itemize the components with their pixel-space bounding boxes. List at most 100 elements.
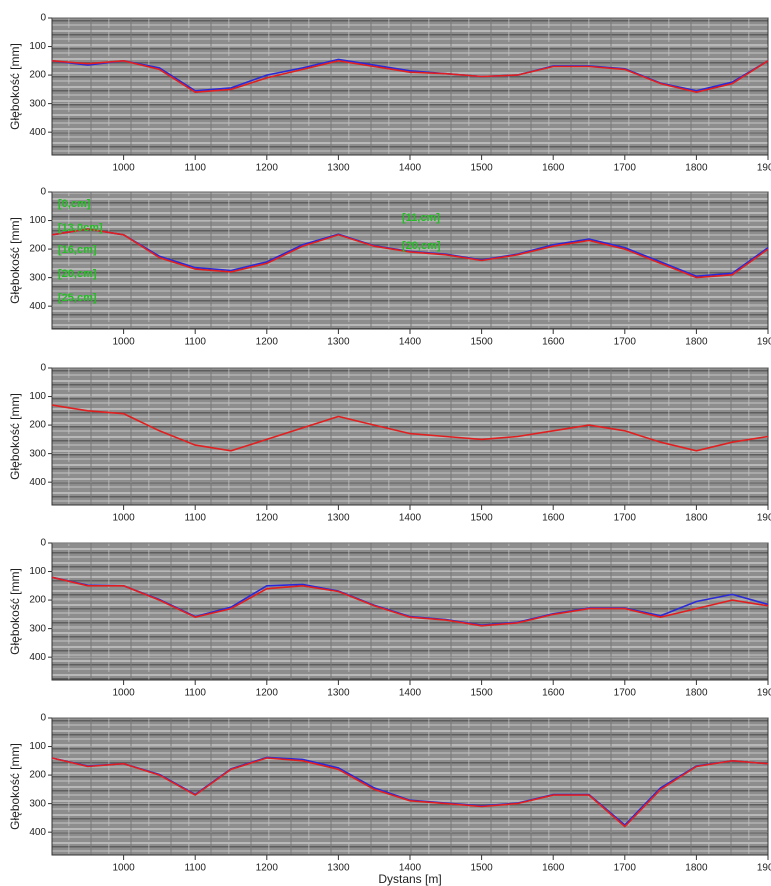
y-tick-label: 0 (40, 538, 46, 549)
y-tick-label: 100 (29, 741, 46, 752)
x-tick-label: 1300 (327, 513, 350, 524)
x-tick-label: 1600 (542, 863, 565, 874)
x-tick-label: 1000 (112, 863, 135, 874)
y-tick-label: 200 (29, 244, 46, 255)
x-tick-label: 1900 (757, 337, 771, 348)
y-tick-label: 300 (29, 798, 46, 809)
depth-line (51, 228, 769, 279)
annotation: [0,cm] (58, 198, 91, 210)
x-axis: 1000 1100 1200 1300 1400 1500 1600 1700 1800 1900 (112, 680, 771, 699)
x-tick-label: 1000 (112, 688, 135, 699)
x-tick-label: 1200 (256, 337, 279, 348)
y-tick-label: 0 (40, 187, 46, 198)
annotation: [25,cm] (58, 292, 97, 304)
x-tick-label: 1300 (327, 337, 350, 348)
x-tick-label: 1800 (685, 337, 708, 348)
x-tick-label: 1800 (685, 163, 708, 174)
x-tick-label: 1700 (614, 688, 637, 699)
x-tick-label: 1300 (327, 163, 350, 174)
x-tick-label: 1400 (399, 163, 422, 174)
y-tick-label: 0 (40, 13, 46, 24)
x-tick-label: 1900 (757, 513, 771, 524)
x-tick-label: 1500 (470, 163, 493, 174)
x-tick-label: 1600 (542, 513, 565, 524)
x-tick-label: 1400 (399, 513, 422, 524)
x-axis-label: Dystans [m] (378, 872, 441, 886)
x-tick-label: 1600 (542, 163, 565, 174)
x-tick-label: 1200 (256, 863, 279, 874)
x-tick-label: 1700 (614, 163, 637, 174)
y-tick-label: 100 (29, 41, 46, 52)
x-tick-label: 1100 (184, 513, 206, 524)
depth-line (51, 757, 769, 828)
y-tick-label: 300 (29, 272, 46, 283)
x-tick-label: 1100 (184, 863, 206, 874)
x-axis: 1000 1100 1200 1300 1400 1500 1600 1700 1800 1900 (112, 855, 771, 874)
x-tick-label: 1600 (542, 337, 565, 348)
y-tick-label: 400 (29, 301, 46, 312)
x-tick-label: 1200 (256, 163, 279, 174)
y-axis-label: Głębokość [mm] (8, 568, 22, 655)
x-tick-label: 1900 (757, 863, 771, 874)
depth-line (51, 59, 769, 94)
panel: 0 100 200 300 400 1000 1100 1200 1300 1400 1500 160… (8, 187, 771, 348)
x-tick-label: 1800 (685, 513, 708, 524)
radargram (51, 717, 769, 856)
panel: 0 100 200 300 400 1000 1100 1200 1300 1400 1500 160… (8, 13, 771, 174)
x-tick-label: 1200 (256, 688, 279, 699)
x-tick-label: 1500 (470, 863, 493, 874)
x-tick-label: 1000 (112, 163, 135, 174)
y-tick-label: 0 (40, 363, 46, 374)
x-tick-label: 1200 (256, 513, 279, 524)
x-tick-label: 1800 (685, 863, 708, 874)
panel: 0 100 200 300 400 1000 1100 1200 1300 1400 1500 160… (8, 363, 771, 524)
y-tick-label: 0 (40, 713, 46, 724)
y-axis-label: Głębokość [mm] (8, 43, 22, 130)
x-axis: 1000 1100 1200 1300 1400 1500 1600 1700 1800 1900 (112, 155, 771, 174)
x-tick-label: 1100 (184, 337, 206, 348)
y-tick-label: 100 (29, 566, 46, 577)
x-tick-label: 1400 (399, 688, 422, 699)
y-tick-label: 400 (29, 827, 46, 838)
y-tick-label: 400 (29, 652, 46, 663)
y-tick-label: 200 (29, 595, 46, 606)
x-tick-label: 1300 (327, 688, 350, 699)
annotation: [11,cm] (402, 212, 440, 224)
radargram (51, 542, 769, 681)
x-tick-label: 1700 (614, 337, 637, 348)
x-tick-label: 1000 (112, 337, 135, 348)
y-tick-label: 400 (29, 127, 46, 138)
x-tick-label: 1100 (184, 688, 206, 699)
x-tick-label: 1800 (685, 688, 708, 699)
x-axis: 1000 1100 1200 1300 1400 1500 1600 1700 1800 1900 (112, 505, 771, 524)
y-axis-label: Głębokość [mm] (8, 393, 22, 480)
radargram (51, 17, 769, 156)
x-tick-label: 1500 (470, 337, 493, 348)
panel: 0 100 200 300 400 1000 1100 1200 1300 1400 1500 160… (8, 538, 771, 699)
x-axis: 1000 1100 1200 1300 1400 1500 1600 1700 1800 1900 (112, 329, 771, 348)
y-axis-label: Głębokość [mm] (8, 217, 22, 304)
y-tick-label: 400 (29, 477, 46, 488)
y-tick-label: 100 (29, 391, 46, 402)
radargram (51, 367, 769, 506)
x-tick-label: 1100 (184, 163, 206, 174)
x-tick-label: 1400 (399, 337, 422, 348)
annotation: [20,cm] (58, 268, 97, 280)
x-tick-label: 1700 (614, 513, 637, 524)
x-tick-label: 1600 (542, 688, 565, 699)
y-tick-label: 200 (29, 770, 46, 781)
x-tick-label: 1900 (757, 163, 771, 174)
depth-line (51, 576, 769, 627)
y-tick-label: 300 (29, 98, 46, 109)
annotation: [20,cm] (402, 240, 441, 252)
x-tick-label: 1900 (757, 688, 771, 699)
y-tick-label: 300 (29, 448, 46, 459)
x-tick-label: 1500 (470, 688, 493, 699)
panel: 0 100 200 300 400 1000 1100 1200 1300 1400 1500 160… (8, 713, 771, 886)
y-tick-label: 200 (29, 70, 46, 81)
x-tick-label: 1000 (112, 513, 135, 524)
x-tick-label: 1700 (614, 863, 637, 874)
annotation: [16,cm] (58, 244, 97, 256)
y-tick-label: 100 (29, 215, 46, 226)
